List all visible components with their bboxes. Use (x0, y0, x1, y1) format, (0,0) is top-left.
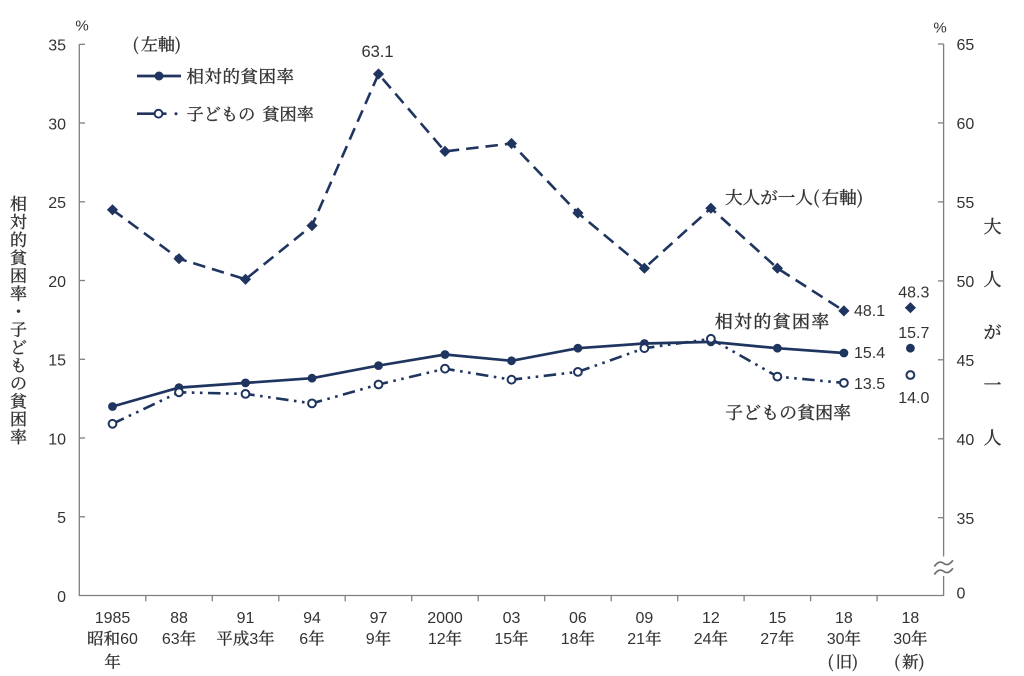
svg-text:1: 1 (561, 631, 570, 648)
svg-text:9: 9 (366, 631, 375, 648)
svg-text:6: 6 (120, 631, 129, 648)
svg-text:18: 18 (902, 610, 920, 627)
svg-text:06: 06 (569, 610, 587, 627)
svg-text:0: 0 (129, 631, 138, 648)
svg-text:65: 65 (957, 37, 975, 54)
svg-text:%: % (933, 19, 946, 36)
svg-text:2: 2 (694, 631, 703, 648)
svg-text:91: 91 (237, 610, 255, 627)
svg-text:2: 2 (760, 631, 769, 648)
svg-text:0: 0 (57, 589, 66, 606)
svg-text:15.7: 15.7 (898, 325, 929, 342)
svg-text:25: 25 (48, 195, 66, 212)
svg-text:13.5: 13.5 (854, 376, 885, 393)
svg-text:50: 50 (957, 274, 975, 291)
svg-text:1: 1 (494, 631, 503, 648)
svg-text:35: 35 (48, 38, 66, 55)
svg-text:60: 60 (957, 116, 975, 133)
svg-text:4: 4 (703, 631, 712, 648)
svg-text:2: 2 (627, 631, 636, 648)
svg-text:94: 94 (303, 610, 321, 627)
svg-text:5: 5 (503, 631, 512, 648)
svg-text:%: % (75, 17, 88, 34)
svg-text:6: 6 (162, 631, 171, 648)
svg-text:09: 09 (636, 610, 654, 627)
svg-text:3: 3 (249, 631, 258, 648)
svg-text:97: 97 (370, 610, 388, 627)
svg-text:63.1: 63.1 (361, 43, 393, 61)
svg-text:48.3: 48.3 (898, 285, 929, 302)
svg-text:14.0: 14.0 (898, 390, 929, 407)
svg-text:30: 30 (48, 116, 66, 133)
svg-text:18: 18 (835, 610, 853, 627)
svg-text:2000: 2000 (427, 610, 463, 627)
svg-text:1985: 1985 (95, 610, 131, 627)
svg-text:55: 55 (957, 195, 975, 212)
svg-text:48.1: 48.1 (854, 303, 885, 320)
svg-text:03: 03 (503, 610, 521, 627)
svg-text:0: 0 (957, 585, 966, 602)
svg-text:88: 88 (170, 610, 188, 627)
svg-text:0: 0 (902, 631, 911, 648)
svg-text:0: 0 (836, 631, 845, 648)
svg-text:2: 2 (437, 631, 446, 648)
svg-text:15.4: 15.4 (854, 345, 885, 362)
svg-text:8: 8 (570, 631, 579, 648)
svg-text:5: 5 (57, 510, 66, 527)
svg-text:20: 20 (48, 274, 66, 291)
svg-text:3: 3 (893, 631, 902, 648)
svg-text:15: 15 (769, 610, 787, 627)
svg-text:3: 3 (827, 631, 836, 648)
svg-text:45: 45 (957, 353, 975, 370)
svg-text:7: 7 (769, 631, 778, 648)
svg-text:10: 10 (48, 431, 66, 448)
svg-text:1: 1 (636, 631, 645, 648)
svg-text:3: 3 (171, 631, 180, 648)
svg-text:6: 6 (299, 631, 308, 648)
svg-text:40: 40 (957, 432, 975, 449)
svg-text:35: 35 (957, 511, 975, 528)
svg-text:12: 12 (702, 610, 720, 627)
svg-text:1: 1 (428, 631, 437, 648)
svg-text:15: 15 (48, 353, 66, 370)
